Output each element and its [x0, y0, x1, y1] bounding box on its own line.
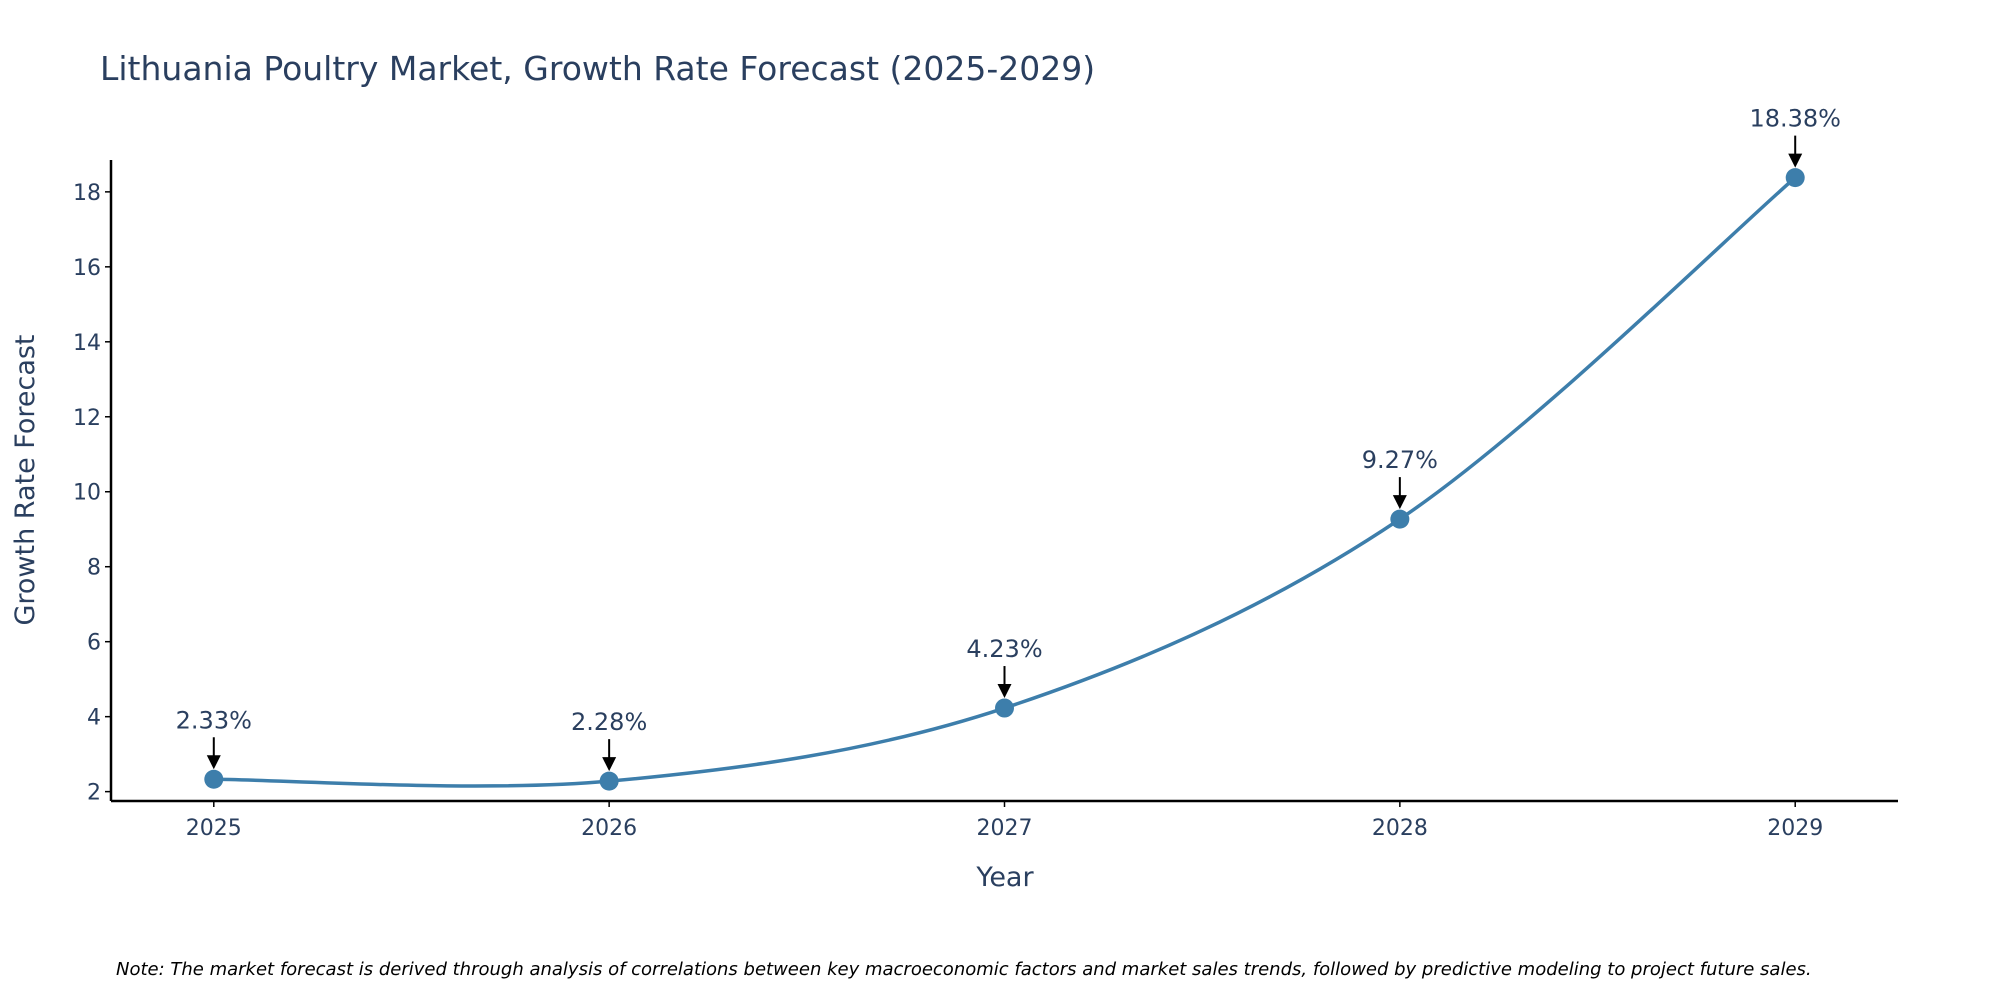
annotation-arrow-head: [1788, 153, 1803, 168]
data-label: 2.33%: [176, 706, 252, 734]
x-axis-ticks: 2025 2026 2027 2028 2029: [186, 801, 1823, 841]
y-tick-label: 14: [73, 331, 101, 356]
y-tick-label: 16: [73, 256, 101, 281]
data-point: [1390, 509, 1410, 529]
y-tick-label: 10: [73, 481, 101, 506]
x-tick-label: 2028: [1372, 816, 1428, 841]
data-label: 18.38%: [1749, 105, 1841, 133]
data-label: 2.28%: [571, 708, 647, 736]
y-axis-title: Growth Rate Forecast: [10, 334, 41, 625]
annotation-arrow-head: [1392, 495, 1407, 510]
annotation-arrow-head: [997, 684, 1012, 699]
data-point: [204, 769, 224, 789]
data-point: [1785, 168, 1805, 188]
y-tick-label: 8: [87, 556, 101, 581]
y-tick-label: 6: [87, 631, 101, 656]
y-tick-label: 12: [73, 406, 101, 431]
x-tick-label: 2025: [186, 816, 242, 841]
x-tick-label: 2027: [977, 816, 1033, 841]
y-tick-label: 4: [87, 706, 101, 731]
x-tick-label: 2029: [1767, 816, 1823, 841]
series-line-growth-rate: [213, 176, 1797, 788]
data-label: 4.23%: [966, 635, 1042, 663]
data-point: [599, 771, 619, 791]
x-tick-label: 2026: [581, 816, 637, 841]
chart-title: Lithuania Poultry Market, Growth Rate Fo…: [100, 49, 1095, 88]
annotation-arrow-head: [206, 755, 221, 770]
data-markers: [204, 168, 1805, 791]
y-tick-label: 2: [87, 781, 101, 806]
data-annotations: 2.33% 2.28% 4.23% 9.27% 18.38%: [176, 105, 1841, 772]
data-label: 9.27%: [1362, 446, 1438, 474]
footnote: Note: The market forecast is derived thr…: [116, 959, 1812, 980]
y-tick-label: 18: [73, 181, 101, 206]
y-axis-ticks: 2 4 6 8 10 12 14 16 18: [73, 181, 111, 806]
x-axis-title: Year: [975, 862, 1034, 893]
data-point: [995, 698, 1014, 718]
annotation-arrow-head: [602, 757, 617, 772]
